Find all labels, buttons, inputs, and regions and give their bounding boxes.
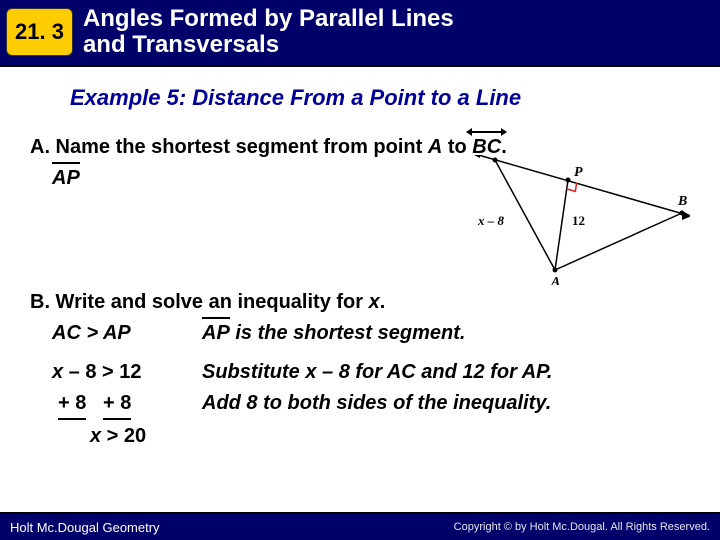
row4-x: x <box>90 425 101 447</box>
row-1: AC > AP AP is the shortest segment. <box>52 319 700 348</box>
row2-x: x <box>52 361 63 383</box>
lesson-header: 21. 3 Angles Formed by Parallel Lines an… <box>0 0 720 67</box>
row1-right: AP is the shortest segment. <box>202 319 465 348</box>
svg-text:B: B <box>677 194 687 209</box>
footer-left: Holt Mc.Dougal Geometry <box>10 520 160 535</box>
lesson-title: Angles Formed by Parallel Lines and Tran… <box>83 6 454 59</box>
row4-left: x > 20 <box>52 422 202 451</box>
row3-plus8-a: + 8 <box>58 389 86 420</box>
part-a-point: A <box>428 136 442 158</box>
segment-ap: AP <box>52 164 80 193</box>
row2-right: Substitute x – 8 for AC and 12 for AP. <box>202 358 552 387</box>
geometry-diagram: C P B Ax – 8 12 <box>450 155 690 285</box>
row4-rest: > 20 <box>101 425 146 447</box>
row3-left: + 8 + 8 <box>52 389 202 420</box>
svg-text:A: A <box>550 275 560 285</box>
row-3: + 8 + 8 Add 8 to both sides of the inequ… <box>52 389 700 420</box>
svg-text:12: 12 <box>572 213 585 228</box>
row2-left: x – 8 > 12 <box>52 358 202 387</box>
row3-right: Add 8 to both sides of the inequality. <box>202 389 551 420</box>
part-a-prefix: A. Name the shortest segment from point <box>30 136 428 158</box>
lesson-title-line1: Angles Formed by Parallel Lines <box>83 6 454 32</box>
footer-right: Copyright © by Holt Mc.Dougal. All Right… <box>454 521 710 533</box>
row1-seg-ap: AP <box>202 319 230 348</box>
svg-text:x – 8: x – 8 <box>477 213 505 228</box>
part-b-var: x <box>369 291 380 313</box>
part-b-work: AC > AP AP is the shortest segment. x – … <box>52 319 700 451</box>
row2-rest: – 8 > 12 <box>63 361 141 383</box>
row2-c: – 8 for AC and 12 for AP. <box>316 361 552 383</box>
lesson-title-line2: and Transversals <box>83 32 454 58</box>
example-title: Example 5: Distance From a Point to a Li… <box>0 67 720 121</box>
row1-rest: is the shortest segment. <box>230 322 466 344</box>
row-4: x > 20 <box>52 422 700 451</box>
lesson-number-badge: 21. 3 <box>6 8 73 56</box>
svg-text:P: P <box>574 165 583 180</box>
part-a-answer: AP <box>52 164 80 193</box>
part-b-prefix: B. Write and solve an inequality for <box>30 291 369 313</box>
footer: Holt Mc.Dougal Geometry Copyright © by H… <box>0 512 720 540</box>
row2-a: Substitute <box>202 361 305 383</box>
part-b-prompt: B. Write and solve an inequality for x. <box>30 288 700 317</box>
svg-text:C: C <box>497 155 507 159</box>
content-area: A. Name the shortest segment from point … <box>0 121 720 451</box>
row3-plus8-b: + 8 <box>103 389 131 420</box>
row1-left: AC > AP <box>52 319 202 348</box>
row2-b: x <box>305 361 316 383</box>
part-b-suffix: . <box>380 291 386 313</box>
part-b: B. Write and solve an inequality for x. … <box>30 288 700 451</box>
row-2: x – 8 > 12 Substitute x – 8 for AC and 1… <box>52 358 700 387</box>
